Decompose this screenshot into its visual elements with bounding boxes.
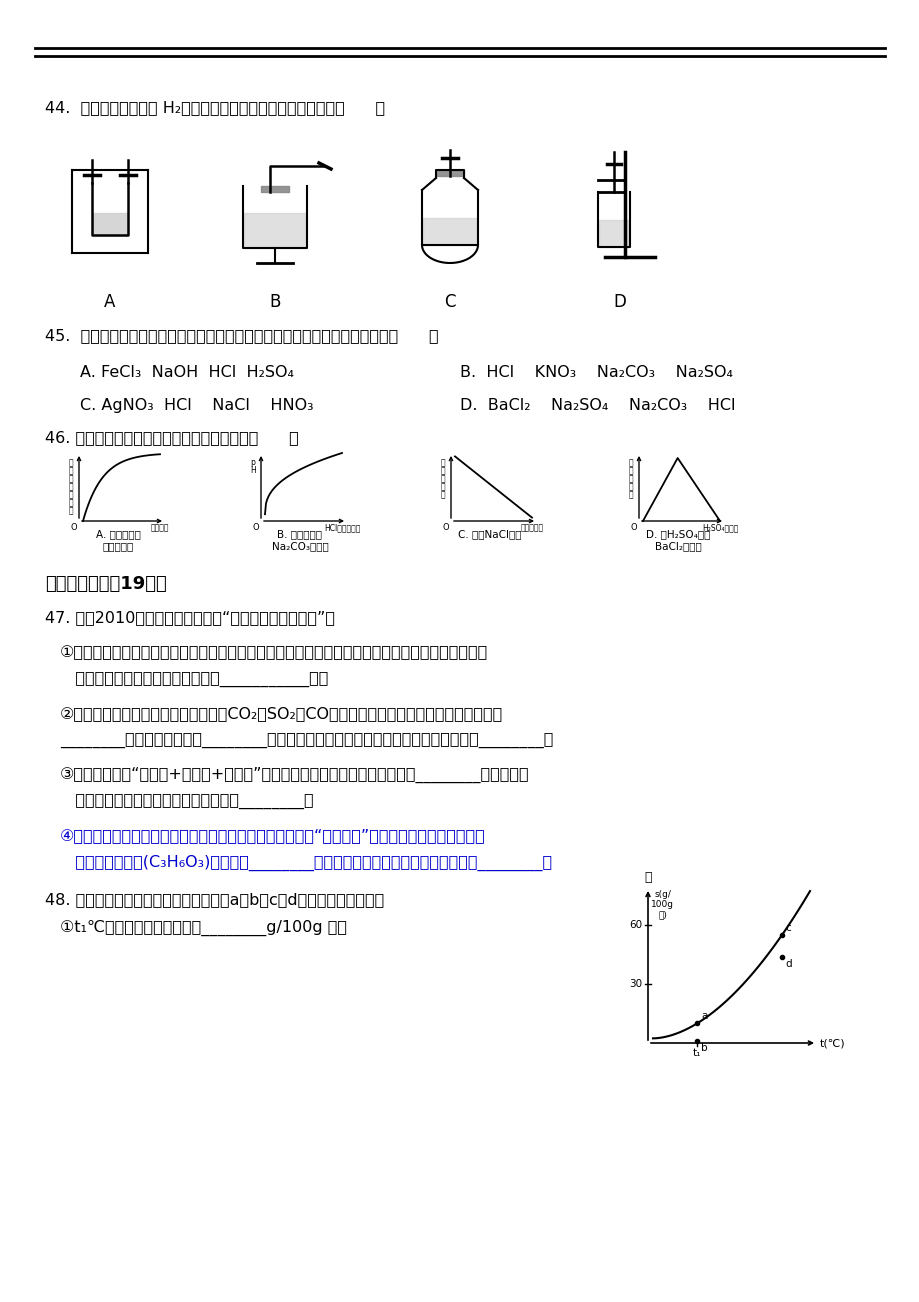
Text: ②世博园区内使用电动车，有效减少了CO₂、SO₂、CO的排放，这些物质中会引起温室效应的是: ②世博园区内使用电动车，有效减少了CO₂、SO₂、CO的排放，这些物质中会引起温… <box>60 706 503 721</box>
Text: 足量盐酸中: 足量盐酸中 <box>102 542 133 551</box>
Text: p: p <box>250 458 255 467</box>
Text: 七、填空题（全19分）: 七、填空题（全19分） <box>45 575 166 592</box>
Text: 溶: 溶 <box>440 458 445 467</box>
Text: H₂SO₄的质量: H₂SO₄的质量 <box>701 523 737 533</box>
Text: B: B <box>269 293 280 311</box>
Text: O: O <box>70 523 77 533</box>
Text: C. 稀释NaCl溶液: C. 稀释NaCl溶液 <box>458 529 521 539</box>
Text: B.  HCl    KNO₃    Na₂CO₃    Na₂SO₄: B. HCl KNO₃ Na₂CO₃ Na₂SO₄ <box>460 365 732 380</box>
Text: s(g/
100g
水): s(g/ 100g 水) <box>651 891 674 919</box>
Text: ①在世博会开幕式上举行了上海有史以来最为盛大的一次焊火表演，光彩夺目的焊火离不开多种元素: ①在世博会开幕式上举行了上海有史以来最为盛大的一次焊火表演，光彩夺目的焊火离不开… <box>60 644 488 660</box>
Text: 米发酵制得乳酸(C₃H₆O₃)。乳酸由________种元素组成，其中碳元素的质量分数为________。: 米发酵制得乳酸(C₃H₆O₃)。乳酸由________种元素组成，其中碳元素的质… <box>60 855 551 871</box>
Text: 质: 质 <box>628 482 632 491</box>
Text: 质: 质 <box>69 497 74 506</box>
Text: 量: 量 <box>69 506 74 516</box>
Text: 48. 甲物质在水中的溶解度曲线如右图，a、b、c、d为图象中的四个点。: 48. 甲物质在水中的溶解度曲线如右图，a、b、c、d为图象中的四个点。 <box>45 892 384 907</box>
Text: B. 稀盐酸滴入: B. 稀盐酸滴入 <box>278 529 323 539</box>
Text: ________，会造成酸雨的是________，能与血液里的血红蛋白结合，造成人体中毒的是________。: ________，会造成酸雨的是________，能与血液里的血红蛋白结合，造成… <box>60 733 552 749</box>
Text: 体: 体 <box>69 466 74 475</box>
Text: 外线代替氯气对水进行处理，其作用是________。: 外线代替氯气对水进行处理，其作用是________。 <box>60 794 313 810</box>
Text: 60: 60 <box>629 921 641 930</box>
Text: D. 稀H₂SO₄滴入: D. 稀H₂SO₄滴入 <box>645 529 709 539</box>
Text: HCl的物质的量: HCl的物质的量 <box>323 523 360 533</box>
Text: A: A <box>104 293 116 311</box>
Text: 的: 的 <box>440 474 445 483</box>
Text: 减: 减 <box>69 474 74 483</box>
Text: 30: 30 <box>629 979 641 990</box>
Text: 的焊色反应，其中钉元素的焊色呼___________色。: 的焊色反应，其中钉元素的焊色呼___________色。 <box>60 672 328 687</box>
Text: BaCl₂溶液中: BaCl₂溶液中 <box>654 542 700 551</box>
Text: 47. 中国2010上海世博会的主题是“城市，让生活更美好”。: 47. 中国2010上海世博会的主题是“城市，让生活更美好”。 <box>45 611 335 625</box>
Text: C. AgNO₃  HCl    NaCl    HNO₃: C. AgNO₃ HCl NaCl HNO₃ <box>80 398 313 413</box>
Text: 的: 的 <box>69 490 74 499</box>
Text: 沉: 沉 <box>628 458 632 467</box>
Text: 淠: 淠 <box>628 466 632 475</box>
Text: A. FeCl₃  NaOH  HCl  H₂SO₄: A. FeCl₃ NaOH HCl H₂SO₄ <box>80 365 294 380</box>
Text: 密: 密 <box>440 482 445 491</box>
Text: 量: 量 <box>628 490 632 499</box>
Text: ①t₁℃时，甲物质的溶解度是________g/100g 水。: ①t₁℃时，甲物质的溶解度是________g/100g 水。 <box>60 921 346 936</box>
Text: 46. 能反映相关实验过程中量的变化的图象是（      ）: 46. 能反映相关实验过程中量的变化的图象是（ ） <box>45 430 299 445</box>
Text: O: O <box>630 523 636 533</box>
Text: d: d <box>785 960 791 969</box>
Text: 44.  能用于实验室制取 H₂，并能随开随用、随关随停的装置是（      ）: 44. 能用于实验室制取 H₂，并能随开随用、随关随停的装置是（ ） <box>45 100 385 115</box>
Text: 加水的质量: 加水的质量 <box>520 523 543 533</box>
Text: C: C <box>444 293 455 311</box>
Text: b: b <box>700 1043 707 1053</box>
Text: 甲: 甲 <box>643 871 651 884</box>
Text: 度: 度 <box>440 490 445 499</box>
Text: 45.  不另选试剂，仅利用组内物质之间的相互反应，就能将它们鉴别出来的是（      ）: 45. 不另选试剂，仅利用组内物质之间的相互反应，就能将它们鉴别出来的是（ ） <box>45 328 438 342</box>
Text: D.  BaCl₂    Na₂SO₄    Na₂CO₃    HCl: D. BaCl₂ Na₂SO₄ Na₂CO₃ HCl <box>460 398 734 413</box>
Text: O: O <box>252 523 259 533</box>
Text: ③世博园区内用“活性炭+超滤膜+紫外线”组合工艺获得直饮水。其中活性炭起________作用；用紫: ③世博园区内用“活性炭+超滤膜+紫外线”组合工艺获得直饮水。其中活性炭起____… <box>60 767 529 784</box>
Text: a: a <box>700 1012 707 1022</box>
Text: t₁: t₁ <box>692 1048 700 1059</box>
Text: H: H <box>250 466 255 475</box>
Text: O: O <box>442 523 448 533</box>
Text: c: c <box>785 923 790 934</box>
Text: A. 大理石投入: A. 大理石投入 <box>96 529 141 539</box>
Text: 少: 少 <box>69 482 74 491</box>
Text: 液: 液 <box>440 466 445 475</box>
Text: t(℃): t(℃) <box>819 1038 845 1048</box>
Text: 反应时间: 反应时间 <box>151 523 169 533</box>
Text: 的: 的 <box>628 474 632 483</box>
Text: Na₂CO₃溶液中: Na₂CO₃溶液中 <box>271 542 328 551</box>
Text: D: D <box>613 293 626 311</box>
Text: ④世博会上所使用的饭盒、胸卡、证件等都用可完全降解的“玉米塑料”制成，制作的第一步是将玉: ④世博会上所使用的饭盒、胸卡、证件等都用可完全降解的“玉米塑料”制成，制作的第一… <box>60 828 485 842</box>
Text: 固: 固 <box>69 458 74 467</box>
